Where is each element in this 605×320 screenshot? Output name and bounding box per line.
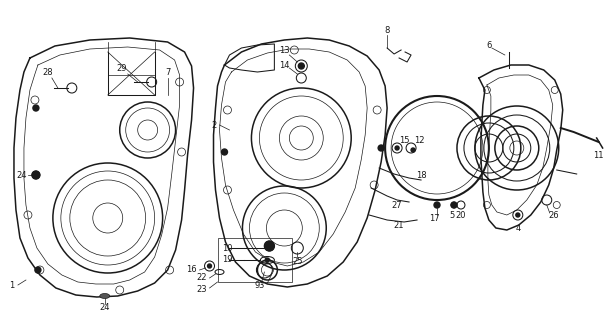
Text: 20: 20 (456, 211, 466, 220)
Circle shape (298, 63, 304, 69)
Circle shape (451, 202, 457, 208)
Circle shape (516, 213, 520, 217)
Text: 27: 27 (392, 201, 402, 210)
Circle shape (434, 202, 440, 208)
Text: 1: 1 (9, 281, 15, 290)
Text: 14: 14 (279, 60, 290, 69)
Text: 9: 9 (255, 281, 260, 290)
Circle shape (33, 105, 39, 111)
Text: 13: 13 (279, 45, 290, 54)
Text: 28: 28 (42, 68, 53, 76)
Text: 15: 15 (399, 135, 410, 145)
Circle shape (411, 148, 415, 152)
Circle shape (266, 258, 269, 262)
Text: 16: 16 (186, 266, 197, 275)
Circle shape (35, 267, 41, 273)
Text: 29: 29 (117, 63, 127, 73)
Text: 24: 24 (17, 171, 27, 180)
Text: 8: 8 (384, 26, 390, 35)
Circle shape (208, 264, 212, 268)
Text: 7: 7 (165, 68, 170, 76)
Text: 23: 23 (196, 285, 207, 294)
Text: 4: 4 (515, 223, 520, 233)
Bar (218, 238, 292, 282)
Text: 10: 10 (223, 244, 233, 252)
Text: 5: 5 (450, 211, 454, 220)
Text: 21: 21 (394, 220, 404, 229)
Text: 2: 2 (212, 121, 217, 130)
Circle shape (378, 145, 384, 151)
Text: 19: 19 (223, 255, 233, 265)
Text: 24: 24 (99, 303, 110, 313)
Text: 26: 26 (548, 211, 559, 220)
Text: 22: 22 (196, 274, 207, 283)
Text: 25: 25 (292, 258, 302, 267)
Text: 11: 11 (594, 150, 604, 159)
Circle shape (32, 171, 40, 179)
Text: 17: 17 (429, 213, 439, 222)
Circle shape (395, 146, 399, 150)
Text: 6: 6 (486, 41, 492, 50)
Text: 12: 12 (414, 135, 424, 145)
Text: 18: 18 (416, 171, 427, 180)
Circle shape (264, 241, 275, 251)
Text: 3: 3 (259, 281, 264, 290)
Ellipse shape (100, 293, 110, 299)
Circle shape (221, 149, 227, 155)
